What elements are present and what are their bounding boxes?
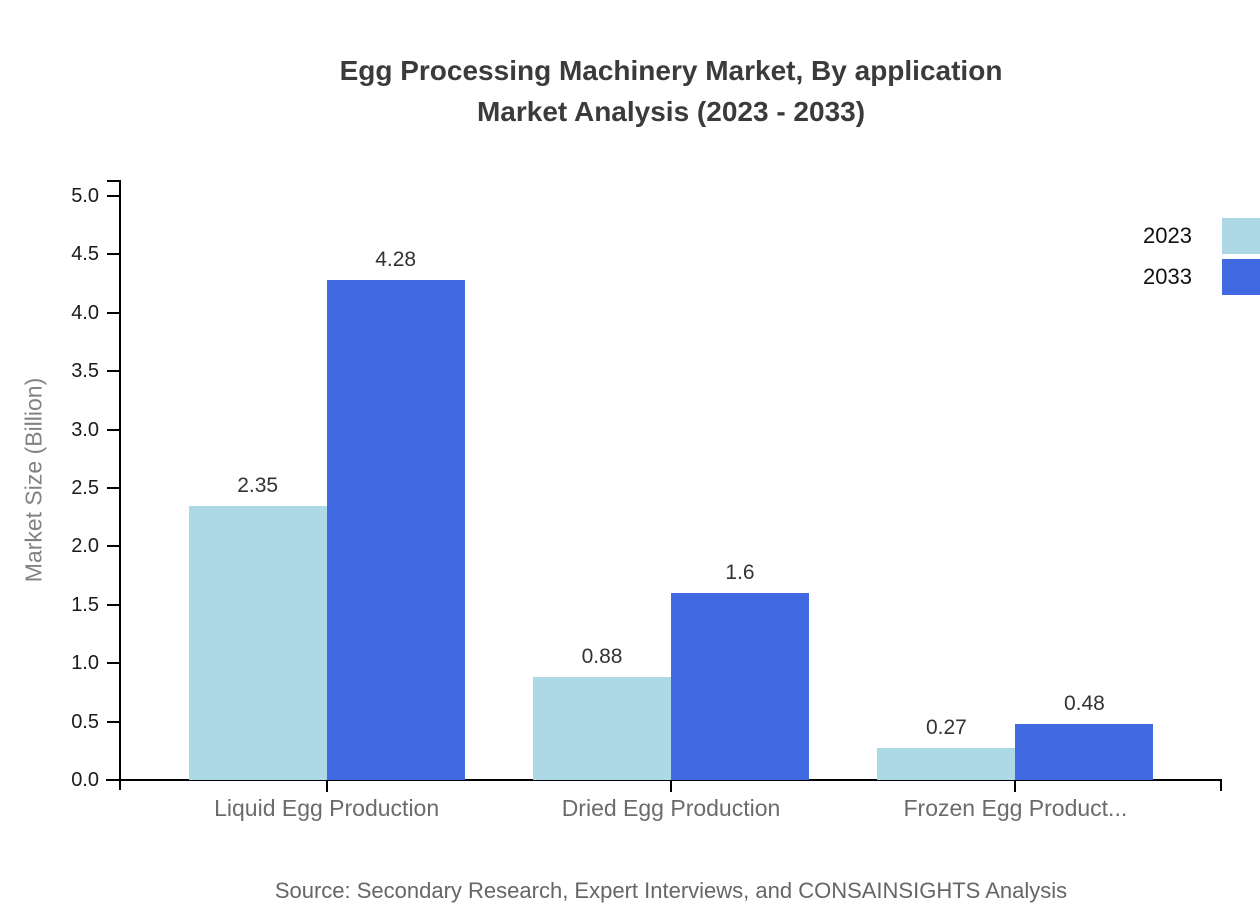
- x-tick: [325, 780, 328, 792]
- chart-title-line2: Market Analysis (2023 - 2033): [476, 96, 866, 127]
- chart-title-line1: Egg Processing Machinery Market, By appl…: [339, 55, 1003, 86]
- y-tick-label: 2.0: [71, 535, 99, 558]
- y-tick: [107, 253, 120, 256]
- chart-title: Egg Processing Machinery Market, By appl…: [120, 50, 1222, 132]
- bar-value-label: 2.35: [237, 473, 279, 497]
- y-axis-line: [119, 180, 121, 790]
- y-tick: [107, 779, 120, 781]
- bar-2033-1: [326, 280, 465, 780]
- legend-swatch-2033: [1222, 259, 1260, 295]
- y-tick-label: 4.5: [71, 243, 99, 266]
- x-axis-line: [106, 779, 1222, 781]
- bar-2023-2: [533, 677, 671, 780]
- y-tick: [107, 487, 120, 489]
- y-tick: [107, 370, 120, 373]
- legend-swatch-2023: [1222, 218, 1260, 254]
- y-tick: [107, 311, 120, 314]
- y-tick-label: 1.0: [71, 652, 99, 675]
- bar-2023-1: [188, 505, 327, 780]
- legend: 2023 2033: [1143, 218, 1260, 300]
- bar-2033-3: [1015, 723, 1154, 780]
- y-tick-label: 2.5: [71, 477, 99, 499]
- x-category-label: Liquid Egg Production: [214, 795, 440, 821]
- x-tick: [670, 780, 672, 792]
- legend-label: 2033: [1143, 264, 1192, 289]
- y-tick: [107, 662, 120, 665]
- bar-2033-2: [671, 593, 809, 780]
- y-tick: [107, 720, 120, 723]
- bar-value-label: 0.48: [1063, 691, 1105, 715]
- y-tick-label: 4.0: [71, 301, 99, 324]
- y-tick-label: 0.0: [71, 769, 99, 791]
- x-category-label: Dried Egg Production: [561, 795, 781, 821]
- x-category-label: Frozen Egg Product...: [903, 795, 1128, 821]
- legend-label: 2023: [1143, 223, 1192, 248]
- y-tick: [107, 195, 120, 197]
- bar-value-label: 0.27: [925, 716, 967, 740]
- y-tick-label: 3.0: [71, 418, 99, 441]
- y-tick-label: 1.5: [71, 593, 99, 616]
- y-tick: [107, 428, 120, 431]
- bar-2023-3: [877, 748, 1016, 780]
- bar-value-label: 4.28: [375, 248, 417, 272]
- legend-item-2033: 2033: [1143, 259, 1260, 295]
- y-tick-label: 3.5: [71, 360, 99, 383]
- x-tick: [1014, 780, 1017, 792]
- y-tick: [107, 603, 120, 606]
- y-tick-label: 5.0: [71, 185, 99, 207]
- y-tick: [107, 545, 120, 548]
- legend-item-2023: 2023: [1143, 218, 1260, 254]
- bar-value-label: 0.88: [581, 645, 623, 669]
- source-note: Source: Secondary Research, Expert Inter…: [274, 878, 1068, 903]
- bar-value-label: 1.6: [725, 561, 755, 585]
- y-tick-label: 0.5: [71, 710, 99, 733]
- y-axis-top-cap: [107, 180, 120, 182]
- x-axis-right-cap: [1220, 779, 1222, 791]
